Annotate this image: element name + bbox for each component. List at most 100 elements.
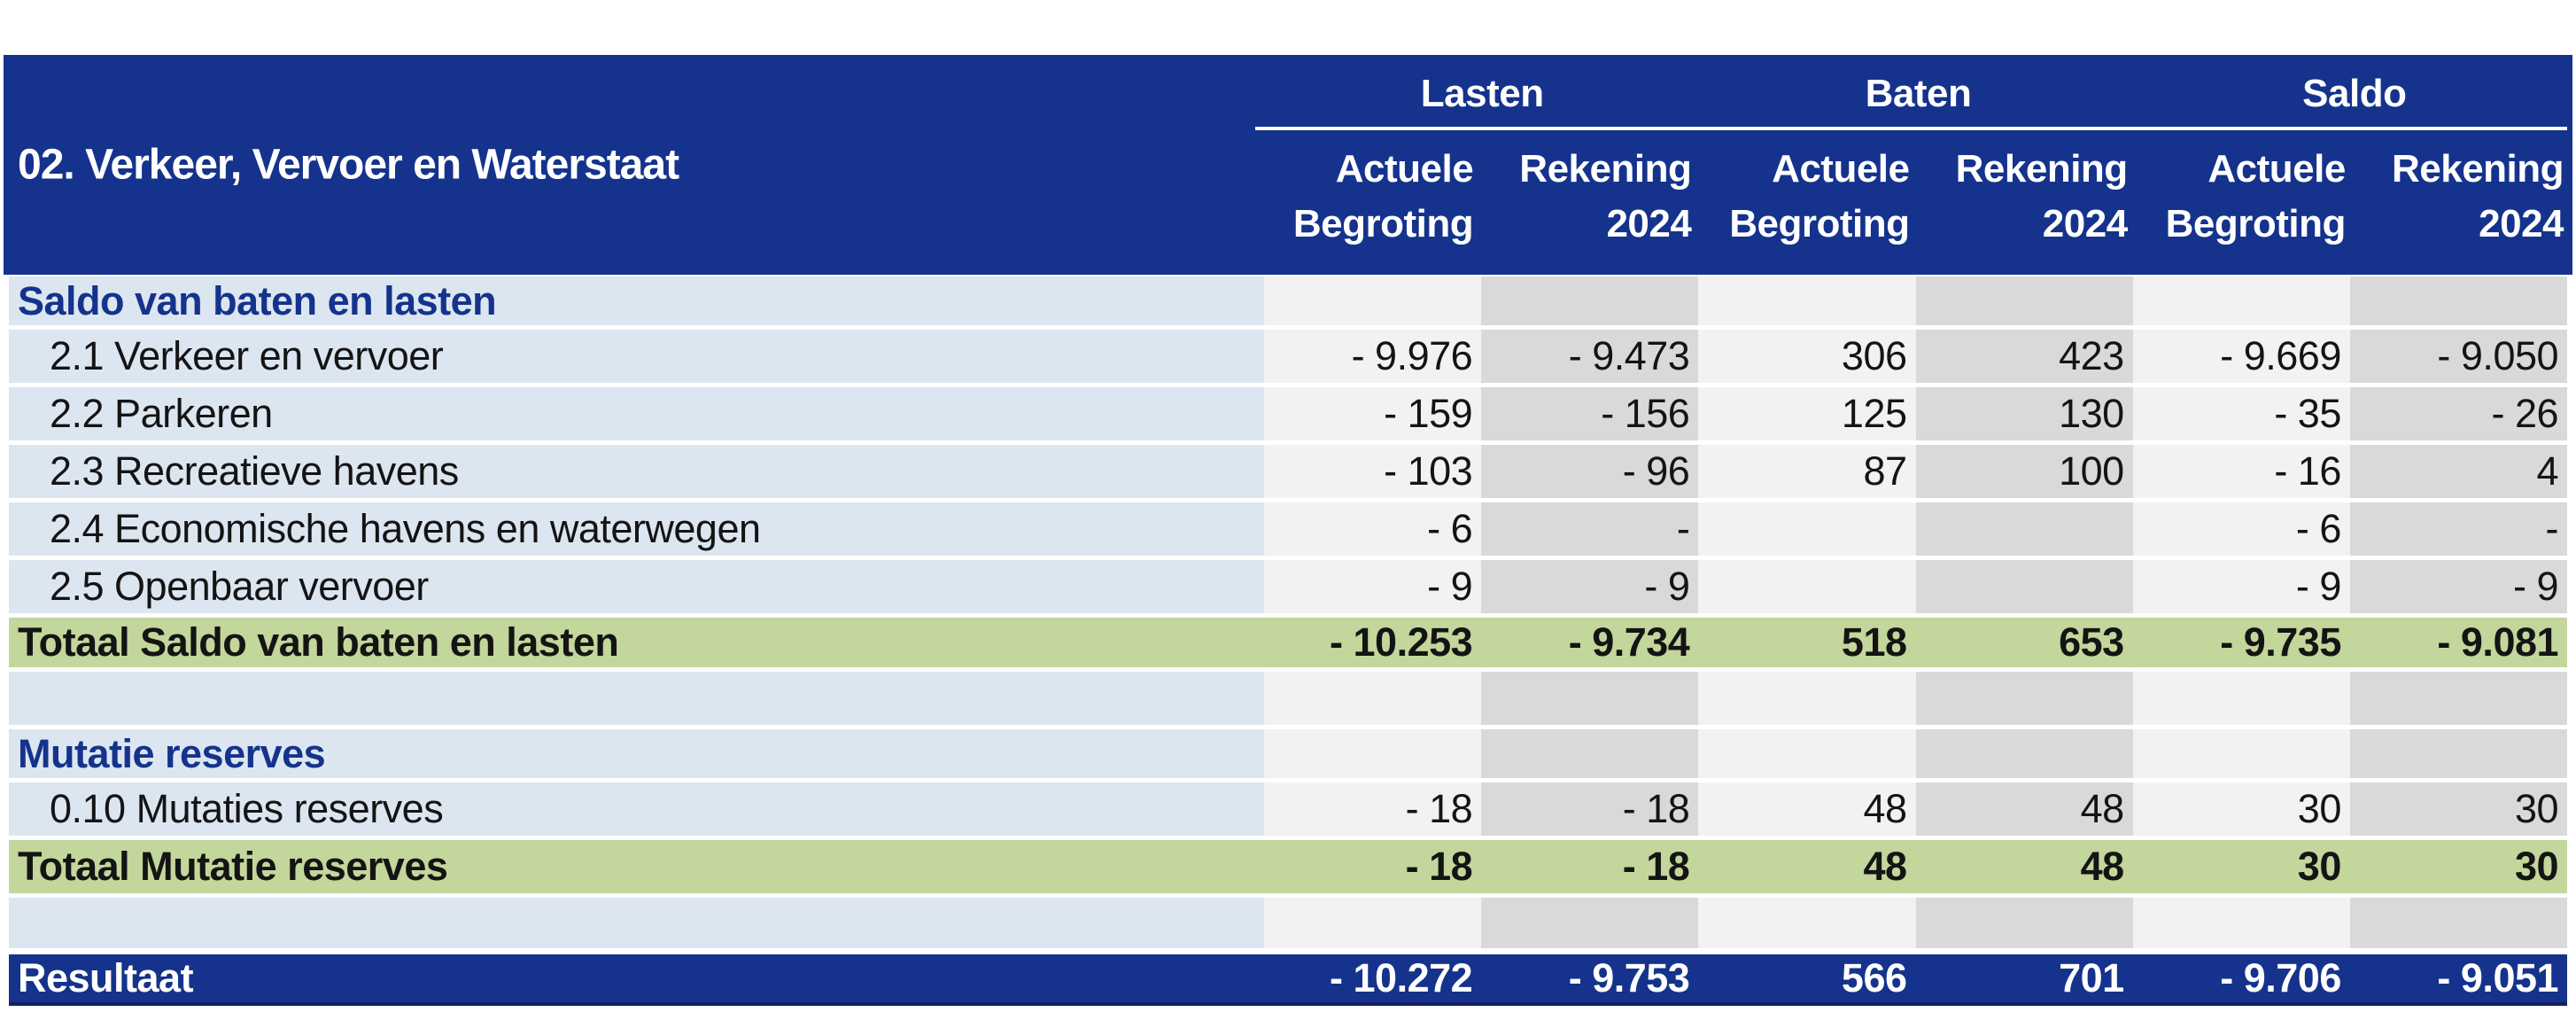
cell: - 10.272 — [1264, 954, 1482, 1002]
section-label: Saldo van baten en lasten — [9, 276, 1264, 325]
cell — [1698, 729, 1916, 778]
cell: - 6 — [2132, 502, 2350, 556]
cell — [1481, 729, 1699, 778]
cell: 100 — [1915, 445, 2133, 498]
row-label: 2.3 Recreatieve havens — [9, 445, 1264, 498]
cell — [1481, 898, 1699, 948]
cell — [2349, 672, 2568, 725]
cell — [1915, 276, 2133, 325]
result-label: Resultaat — [9, 954, 1264, 1002]
cell: - 103 — [1264, 445, 1482, 498]
cell: 30 — [2349, 782, 2568, 836]
group-header-lasten: Lasten — [1420, 72, 1544, 115]
cell — [2132, 276, 2350, 325]
cell: - 9.051 — [2349, 954, 2568, 1002]
column-header-line: Rekening — [1519, 147, 1692, 191]
cell — [1915, 898, 2133, 948]
cell: - 18 — [1481, 840, 1699, 893]
budget-table: 02. Verkeer, Vervoer en Waterstaat Laste… — [4, 55, 2572, 1006]
column-header-lasten-rekening-2024: Rekening 2024 — [1482, 142, 1700, 252]
cell: - 9.473 — [1481, 330, 1699, 383]
cell: 87 — [1698, 445, 1916, 498]
total-row-mutatie-reserves: Totaal Mutatie reserves - 18 - 18 48 48 … — [9, 840, 2568, 893]
cell — [1915, 729, 2133, 778]
column-header-lasten-actuele-begroting: Actuele Begroting — [1264, 142, 1482, 252]
cell — [1264, 672, 1482, 725]
table-header: 02. Verkeer, Vervoer en Waterstaat Laste… — [4, 55, 2572, 275]
column-group-headers: Lasten Baten Saldo — [1264, 67, 2572, 121]
spacer-row — [9, 672, 2568, 725]
cell: - 156 — [1481, 387, 1699, 440]
cell — [1698, 560, 1916, 613]
cell — [1481, 276, 1699, 325]
cell: - 9.735 — [2132, 618, 2350, 667]
column-header-baten-rekening-2024: Rekening 2024 — [1919, 142, 2137, 252]
cell: - 96 — [1481, 445, 1699, 498]
column-header-saldo-actuele-begroting: Actuele Begroting — [2137, 142, 2355, 252]
cell: 566 — [1698, 954, 1916, 1002]
table-body: Saldo van baten en lasten 2.1 Verkeer en… — [4, 276, 2572, 1006]
cell: - 9 — [1264, 560, 1482, 613]
row-label: 0.10 Mutaties reserves — [9, 782, 1264, 836]
cell: - 9.050 — [2349, 330, 2568, 383]
column-header-line: Rekening — [1955, 147, 2129, 191]
column-header-line: Actuele — [2207, 147, 2346, 191]
cell — [1698, 276, 1916, 325]
column-header-line: Actuele — [1772, 147, 1910, 191]
cell: - 9.706 — [2132, 954, 2350, 1002]
cell: 30 — [2132, 782, 2350, 836]
cell: - 18 — [1264, 840, 1482, 893]
column-header-line: Actuele — [1335, 147, 1474, 191]
cell — [1915, 502, 2133, 556]
cell: - 9.753 — [1481, 954, 1699, 1002]
cell: - 159 — [1264, 387, 1482, 440]
cell: - 9 — [2349, 560, 2568, 613]
total-label: Totaal Mutatie reserves — [9, 840, 1264, 893]
cell — [2132, 672, 2350, 725]
cell — [1481, 672, 1699, 725]
total-row-saldo-van-baten-en-lasten: Totaal Saldo van baten en lasten - 10.25… — [9, 618, 2568, 667]
cell — [1264, 898, 1482, 948]
cell: - 26 — [2349, 387, 2568, 440]
cell: 306 — [1698, 330, 1916, 383]
cell — [1264, 276, 1482, 325]
cell — [2132, 898, 2350, 948]
table-row-2-4-economische-havens-en-waterwegen: 2.4 Economische havens en waterwegen - 6… — [9, 502, 2568, 556]
cell — [2349, 276, 2568, 325]
row-label: 2.2 Parkeren — [9, 387, 1264, 440]
cell — [1915, 672, 2133, 725]
cell — [1915, 560, 2133, 613]
section-row-saldo-van-baten-en-lasten: Saldo van baten en lasten — [9, 276, 2568, 325]
cell — [1698, 898, 1916, 948]
row-label: 2.5 Openbaar vervoer — [9, 560, 1264, 613]
column-header-saldo-rekening-2024: Rekening 2024 — [2355, 142, 2572, 252]
table-row-2-2-parkeren: 2.2 Parkeren - 159 - 156 125 130 - 35 - … — [9, 387, 2568, 440]
cell: 30 — [2132, 840, 2350, 893]
group-header-baten: Baten — [1865, 72, 1972, 115]
total-label: Totaal Saldo van baten en lasten — [9, 618, 1264, 667]
cell — [2349, 898, 2568, 948]
cell: - 18 — [1264, 782, 1482, 836]
table-row-2-5-openbaar-vervoer: 2.5 Openbaar vervoer - 9 - 9 - 9 - 9 — [9, 560, 2568, 613]
cell: - 9.669 — [2132, 330, 2350, 383]
group-header-saldo: Saldo — [2302, 72, 2407, 115]
result-row: Resultaat - 10.272 - 9.753 566 701 - 9.7… — [9, 954, 2568, 1006]
cell: - 9 — [1481, 560, 1699, 613]
cell: - — [2349, 502, 2568, 556]
cell — [1264, 729, 1482, 778]
cell: - 35 — [2132, 387, 2350, 440]
column-header-line: Begroting — [2165, 202, 2347, 245]
row-label — [9, 898, 1264, 948]
cell: 48 — [1698, 840, 1916, 893]
cell — [2349, 729, 2568, 778]
program-title: 02. Verkeer, Vervoer en Waterstaat — [18, 141, 679, 189]
cell: - 18 — [1481, 782, 1699, 836]
row-label — [9, 672, 1264, 725]
table-row-2-1-verkeer-en-vervoer: 2.1 Verkeer en vervoer - 9.976 - 9.473 3… — [9, 330, 2568, 383]
row-label: 2.1 Verkeer en vervoer — [9, 330, 1264, 383]
column-header-line: Begroting — [1729, 202, 1910, 245]
table-row-2-3-recreatieve-havens: 2.3 Recreatieve havens - 103 - 96 87 100… — [9, 445, 2568, 498]
cell: - 10.253 — [1264, 618, 1482, 667]
cell: 130 — [1915, 387, 2133, 440]
cell: 423 — [1915, 330, 2133, 383]
